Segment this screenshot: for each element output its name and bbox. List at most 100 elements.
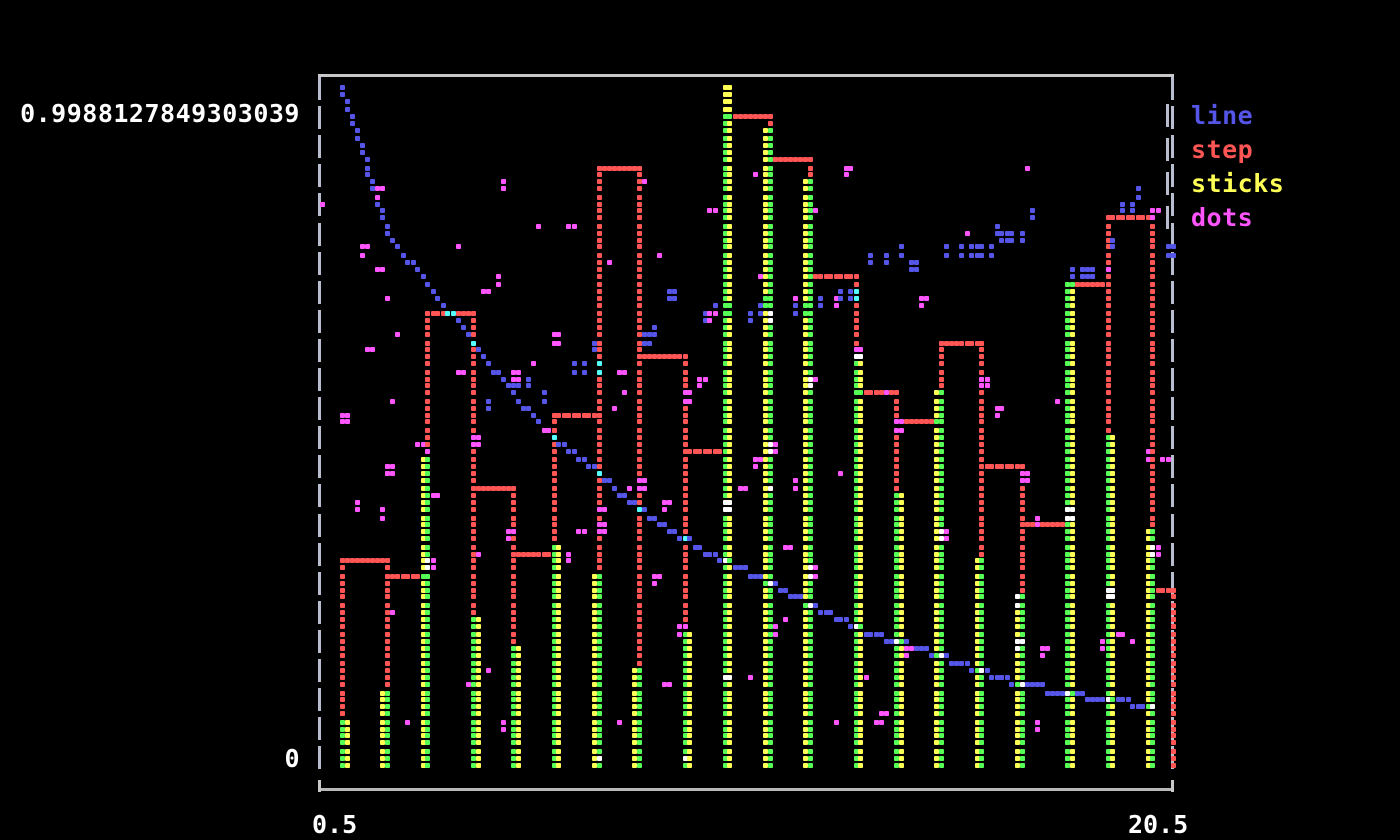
braille-dot bbox=[636, 289, 642, 295]
braille-dot bbox=[636, 565, 642, 571]
braille-dot bbox=[994, 675, 1000, 681]
braille-dot bbox=[636, 690, 642, 696]
braille-dot bbox=[471, 464, 477, 470]
braille-dot bbox=[853, 740, 859, 746]
braille-dot bbox=[1069, 573, 1075, 579]
braille-dot bbox=[1019, 740, 1025, 746]
braille-dot bbox=[1100, 282, 1106, 288]
braille-dot bbox=[763, 587, 769, 593]
braille-dot bbox=[848, 289, 854, 295]
braille-dot bbox=[1035, 726, 1040, 732]
braille-dot bbox=[853, 419, 859, 425]
legend-item-line[interactable]: line bbox=[1166, 98, 1386, 132]
braille-dot bbox=[556, 762, 562, 768]
braille-dot bbox=[808, 172, 814, 178]
braille-dot bbox=[471, 441, 477, 447]
braille-dot bbox=[420, 594, 426, 600]
braille-dot bbox=[1150, 536, 1156, 542]
braille-dot bbox=[636, 230, 642, 236]
braille-dot bbox=[526, 405, 532, 411]
braille-dot bbox=[471, 661, 477, 667]
braille-dot bbox=[763, 230, 769, 236]
braille-dot bbox=[475, 441, 481, 447]
braille-dot bbox=[1150, 668, 1156, 674]
braille-dot bbox=[934, 668, 940, 674]
legend-item-step[interactable]: step bbox=[1166, 132, 1386, 166]
braille-dot bbox=[636, 325, 642, 331]
braille-dot bbox=[1105, 558, 1111, 564]
braille-dot bbox=[1065, 405, 1071, 411]
braille-dot bbox=[803, 704, 809, 710]
braille-dot bbox=[808, 529, 814, 535]
braille-dot bbox=[636, 551, 642, 557]
braille-dot bbox=[727, 500, 733, 506]
braille-dot bbox=[727, 266, 733, 272]
braille-dot bbox=[340, 91, 346, 97]
braille-dot bbox=[425, 580, 431, 586]
braille-dot bbox=[1150, 594, 1156, 600]
braille-dot bbox=[1019, 506, 1025, 512]
legend-item-sticks[interactable]: sticks bbox=[1166, 166, 1386, 200]
braille-dot bbox=[636, 194, 642, 200]
braille-dot bbox=[727, 98, 733, 104]
braille-dot bbox=[1110, 493, 1116, 499]
braille-dot bbox=[727, 223, 733, 229]
braille-dot bbox=[1065, 311, 1071, 317]
braille-dot bbox=[471, 493, 477, 499]
braille-dot bbox=[722, 107, 728, 113]
braille-dot bbox=[556, 340, 562, 346]
braille-dot bbox=[727, 244, 733, 250]
legend-item-dots[interactable]: dots bbox=[1166, 200, 1386, 234]
braille-dot bbox=[767, 201, 773, 207]
braille-dot bbox=[808, 340, 814, 346]
braille-dot bbox=[374, 558, 380, 564]
braille-dot bbox=[556, 603, 562, 608]
braille-dot bbox=[894, 645, 900, 651]
braille-dot bbox=[767, 273, 773, 279]
braille-dot bbox=[551, 419, 557, 425]
braille-dot bbox=[818, 295, 824, 301]
braille-dot bbox=[1105, 470, 1111, 476]
braille-dot bbox=[596, 493, 602, 499]
braille-dot bbox=[420, 464, 426, 470]
braille-dot bbox=[1069, 594, 1075, 600]
braille-dot bbox=[979, 580, 985, 586]
braille-dot bbox=[385, 295, 391, 301]
braille-dot bbox=[767, 639, 773, 645]
braille-dot bbox=[853, 645, 859, 651]
braille-dot bbox=[727, 156, 733, 162]
braille-dot bbox=[727, 120, 733, 126]
braille-dot bbox=[1065, 551, 1071, 557]
braille-dot bbox=[767, 259, 773, 265]
braille-dot bbox=[360, 244, 366, 250]
braille-dot bbox=[1069, 697, 1075, 703]
braille-dot bbox=[767, 412, 773, 418]
braille-dot bbox=[763, 150, 769, 156]
braille-dot bbox=[636, 477, 642, 483]
braille-dot bbox=[1065, 419, 1071, 425]
braille-dot bbox=[596, 448, 602, 454]
braille-dot bbox=[682, 639, 688, 645]
braille-dot bbox=[405, 573, 411, 579]
braille-dot bbox=[1014, 740, 1020, 746]
braille-dot bbox=[894, 675, 900, 681]
braille-dot bbox=[350, 120, 356, 126]
braille-dot bbox=[1065, 383, 1071, 389]
braille-dot bbox=[959, 340, 965, 346]
braille-dot bbox=[984, 668, 990, 674]
braille-dot bbox=[475, 623, 481, 629]
braille-dot bbox=[727, 573, 733, 579]
braille-dot bbox=[979, 383, 985, 389]
braille-dot bbox=[722, 412, 728, 418]
braille-dot bbox=[974, 558, 980, 564]
braille-dot bbox=[1145, 565, 1151, 571]
braille-dot bbox=[944, 652, 950, 658]
braille-dot bbox=[1035, 515, 1040, 521]
braille-dot bbox=[803, 580, 809, 586]
braille-dot bbox=[722, 652, 728, 658]
braille-dot bbox=[727, 311, 733, 317]
braille-dot bbox=[803, 419, 809, 425]
braille-dot bbox=[1014, 603, 1020, 608]
braille-dot bbox=[1150, 266, 1156, 272]
braille-dot bbox=[1019, 733, 1025, 739]
